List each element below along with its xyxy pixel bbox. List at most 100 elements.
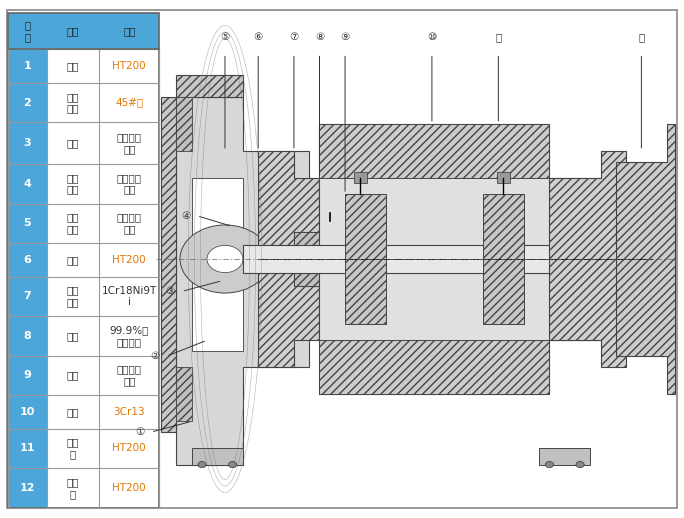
Text: 8: 8 [23,331,31,341]
FancyBboxPatch shape [99,429,159,468]
Polygon shape [345,194,386,324]
Text: HT200: HT200 [112,443,146,453]
Polygon shape [325,221,335,232]
FancyBboxPatch shape [8,83,47,122]
FancyBboxPatch shape [99,83,159,122]
FancyBboxPatch shape [8,49,47,83]
Text: 45#钢: 45#钢 [115,97,144,108]
FancyBboxPatch shape [47,164,99,204]
Text: 轴承
体: 轴承 体 [66,438,79,459]
FancyBboxPatch shape [8,316,47,355]
Polygon shape [243,246,616,272]
Text: HT200: HT200 [112,61,146,71]
Text: ②: ② [150,351,159,362]
Polygon shape [354,172,367,183]
FancyBboxPatch shape [99,204,159,243]
Text: 序
号: 序 号 [24,20,31,42]
Circle shape [576,462,584,468]
Polygon shape [294,232,330,286]
Circle shape [545,462,553,468]
Text: 泵轴: 泵轴 [66,407,79,417]
Text: 材质: 材质 [123,26,135,36]
Polygon shape [319,340,549,394]
Text: ⑨: ⑨ [341,33,350,42]
Text: 12: 12 [20,483,35,493]
FancyBboxPatch shape [8,13,159,49]
Polygon shape [539,449,590,465]
Polygon shape [616,124,674,394]
FancyBboxPatch shape [8,468,47,508]
Text: ⑫: ⑫ [638,33,644,42]
Text: 泵盖: 泵盖 [66,255,79,265]
FancyBboxPatch shape [99,316,159,355]
Polygon shape [497,172,510,183]
Text: 11: 11 [20,443,35,453]
FancyBboxPatch shape [99,395,159,429]
Text: 7: 7 [23,292,31,301]
FancyBboxPatch shape [47,83,99,122]
FancyBboxPatch shape [47,49,99,83]
Circle shape [198,462,206,468]
Text: 泵体
衬里: 泵体 衬里 [66,173,79,195]
Text: ⑧: ⑧ [315,33,324,42]
FancyBboxPatch shape [47,122,99,164]
Text: 名称: 名称 [66,26,79,36]
Text: 1: 1 [23,61,31,71]
Text: 聚全氟乙
丙烯: 聚全氟乙 丙烯 [117,133,142,154]
FancyBboxPatch shape [8,243,47,277]
FancyBboxPatch shape [47,429,99,468]
Text: 动环: 动环 [66,370,79,380]
FancyBboxPatch shape [99,164,159,204]
Text: 叶轮
骨架: 叶轮 骨架 [66,92,79,113]
Polygon shape [258,151,319,367]
Text: ⑦: ⑦ [289,33,299,42]
Text: ③: ③ [166,286,174,296]
Text: 泵盖
衬里: 泵盖 衬里 [66,212,79,234]
FancyBboxPatch shape [99,122,159,164]
Text: ⑪: ⑪ [495,33,501,42]
FancyBboxPatch shape [47,204,99,243]
Text: 10: 10 [20,407,35,417]
Text: 4: 4 [23,179,31,189]
Polygon shape [319,124,601,394]
Text: 静环: 静环 [66,331,79,341]
FancyBboxPatch shape [99,468,159,508]
Text: ⑩: ⑩ [428,33,436,42]
Text: 5: 5 [23,218,31,228]
Polygon shape [161,97,176,432]
FancyBboxPatch shape [8,395,47,429]
Text: 6: 6 [23,255,31,265]
Polygon shape [192,449,243,465]
Text: 联轴
器: 联轴 器 [66,477,79,499]
Text: 聚全氟乙
丙烯: 聚全氟乙 丙烯 [117,212,142,234]
Text: ①: ① [135,427,144,437]
FancyBboxPatch shape [47,355,99,395]
FancyBboxPatch shape [8,122,47,164]
Text: HT200: HT200 [112,483,146,493]
Text: HT200: HT200 [112,255,146,265]
Polygon shape [176,97,192,151]
Text: ④: ④ [181,211,190,221]
FancyBboxPatch shape [99,277,159,316]
Text: 机封
压盖: 机封 压盖 [66,285,79,307]
FancyBboxPatch shape [47,316,99,355]
FancyBboxPatch shape [47,468,99,508]
Polygon shape [549,151,626,367]
Polygon shape [483,194,524,324]
Circle shape [180,225,270,293]
Circle shape [207,246,243,272]
FancyBboxPatch shape [8,164,47,204]
Text: 3Cr13: 3Cr13 [114,407,145,417]
Text: 叶轮: 叶轮 [66,138,79,148]
Text: ⑥: ⑥ [254,33,263,42]
FancyBboxPatch shape [8,355,47,395]
Text: 泵体: 泵体 [66,61,79,71]
FancyBboxPatch shape [47,243,99,277]
FancyBboxPatch shape [8,429,47,468]
FancyBboxPatch shape [47,395,99,429]
Polygon shape [176,75,243,97]
FancyBboxPatch shape [99,243,159,277]
Text: 9: 9 [23,370,31,380]
FancyBboxPatch shape [8,277,47,316]
Polygon shape [319,124,549,178]
